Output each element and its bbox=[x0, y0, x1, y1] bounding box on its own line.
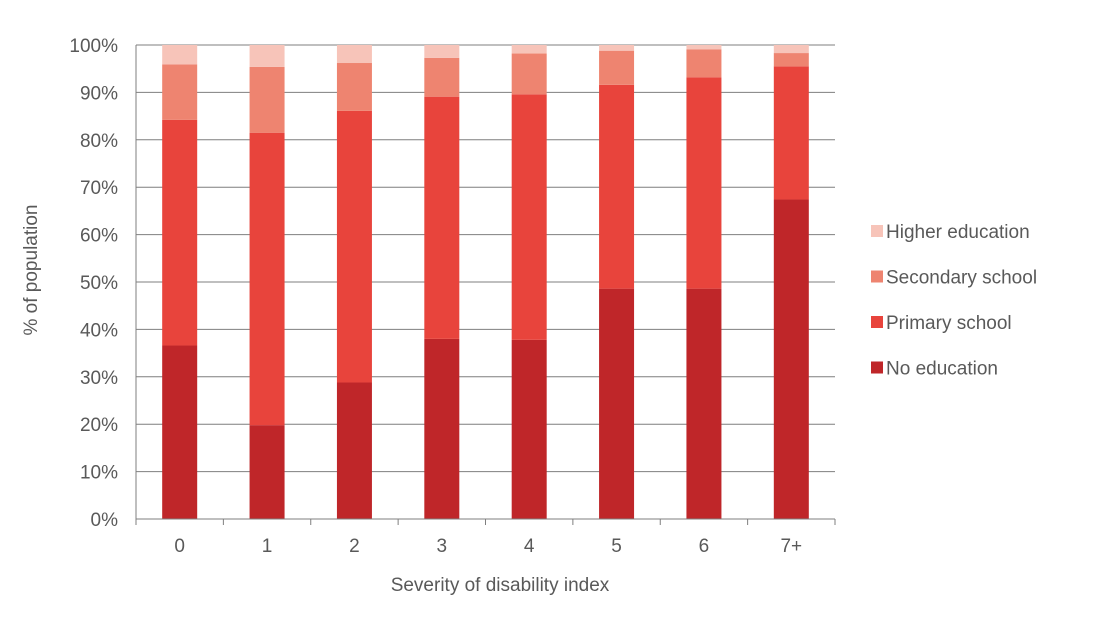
bar-segment-secondary-school bbox=[336, 63, 372, 111]
legend-label: Higher education bbox=[886, 222, 1030, 243]
bar-segment-primary-school bbox=[773, 66, 809, 200]
x-axis-title: Severity of disability index bbox=[391, 575, 610, 596]
x-tick-label: 3 bbox=[437, 536, 448, 557]
y-tick-label: 60% bbox=[80, 226, 118, 247]
bar-segment-no-education bbox=[773, 199, 809, 520]
bar-segment-secondary-school bbox=[424, 57, 460, 97]
legend-swatch bbox=[871, 270, 883, 283]
bar-segment-higher-education bbox=[686, 45, 722, 50]
bar-segment-secondary-school bbox=[686, 49, 722, 78]
y-tick-label: 80% bbox=[80, 131, 118, 152]
bar-segment-no-education bbox=[162, 345, 198, 519]
x-tick-label: 6 bbox=[699, 536, 710, 557]
y-axis-title: % of population bbox=[21, 205, 42, 336]
legend-swatch bbox=[871, 361, 883, 374]
bar-segment-primary-school bbox=[424, 96, 460, 339]
bar-segment-secondary-school bbox=[511, 53, 547, 95]
bar-segment-no-education bbox=[511, 339, 547, 519]
legend: Higher education Secondary school Primary … bbox=[871, 222, 1037, 380]
axes bbox=[135, 45, 836, 525]
bar-segment-primary-school bbox=[162, 119, 198, 346]
bar-segment-higher-education bbox=[249, 45, 285, 67]
y-tick-labels: 0% 10% 20% 30% 40% 50% 60% 70% 80% 90% 100% bbox=[69, 36, 118, 531]
y-tick-label: 0% bbox=[91, 510, 119, 531]
x-tick-label: 7+ bbox=[780, 536, 802, 557]
bar-segment-higher-education bbox=[162, 45, 198, 65]
x-tick-label: 2 bbox=[349, 536, 360, 557]
bar-segment-primary-school bbox=[599, 84, 635, 289]
legend-swatch bbox=[871, 225, 883, 237]
bar-segment-no-education bbox=[599, 288, 635, 519]
bar-segment-no-education bbox=[336, 382, 372, 519]
legend-label: Primary school bbox=[886, 313, 1012, 334]
bars bbox=[162, 45, 809, 520]
bar-segment-higher-education bbox=[599, 45, 635, 51]
y-tick-label: 90% bbox=[80, 83, 118, 104]
gridlines bbox=[136, 44, 835, 473]
bar-segment-no-education bbox=[424, 338, 460, 519]
bar-segment-primary-school bbox=[336, 110, 372, 383]
bar-segment-higher-education bbox=[511, 45, 547, 54]
bar-segment-primary-school bbox=[249, 132, 285, 426]
bar-segment-secondary-school bbox=[249, 66, 285, 133]
bar-segment-higher-education bbox=[424, 45, 460, 58]
bar-segment-secondary-school bbox=[773, 53, 809, 67]
x-tick-label: 1 bbox=[262, 536, 273, 557]
y-tick-label: 70% bbox=[80, 178, 118, 199]
bar-segment-no-education bbox=[249, 425, 285, 519]
y-tick-label: 30% bbox=[80, 368, 118, 389]
bar-segment-higher-education bbox=[336, 45, 372, 64]
y-tick-label: 10% bbox=[80, 463, 118, 484]
x-tick-label: 4 bbox=[524, 536, 535, 557]
x-tick-label: 0 bbox=[174, 536, 185, 557]
legend-swatch bbox=[871, 316, 883, 328]
bar-segment-no-education bbox=[686, 288, 722, 519]
y-tick-label: 20% bbox=[80, 415, 118, 436]
bar-segment-primary-school bbox=[686, 77, 722, 289]
legend-label: Secondary school bbox=[886, 268, 1037, 289]
bar-segment-secondary-school bbox=[599, 50, 635, 85]
y-tick-label: 40% bbox=[80, 320, 118, 341]
bar-segment-secondary-school bbox=[162, 64, 198, 120]
x-tick-label: 5 bbox=[611, 536, 622, 557]
y-tick-label: 100% bbox=[69, 36, 118, 57]
y-tick-label: 50% bbox=[80, 273, 118, 294]
bar-segment-primary-school bbox=[511, 94, 547, 340]
x-tick-labels: 0 1 2 3 4 5 6 7+ bbox=[174, 536, 802, 557]
legend-label: No education bbox=[886, 359, 998, 380]
bar-segment-higher-education bbox=[773, 45, 809, 54]
